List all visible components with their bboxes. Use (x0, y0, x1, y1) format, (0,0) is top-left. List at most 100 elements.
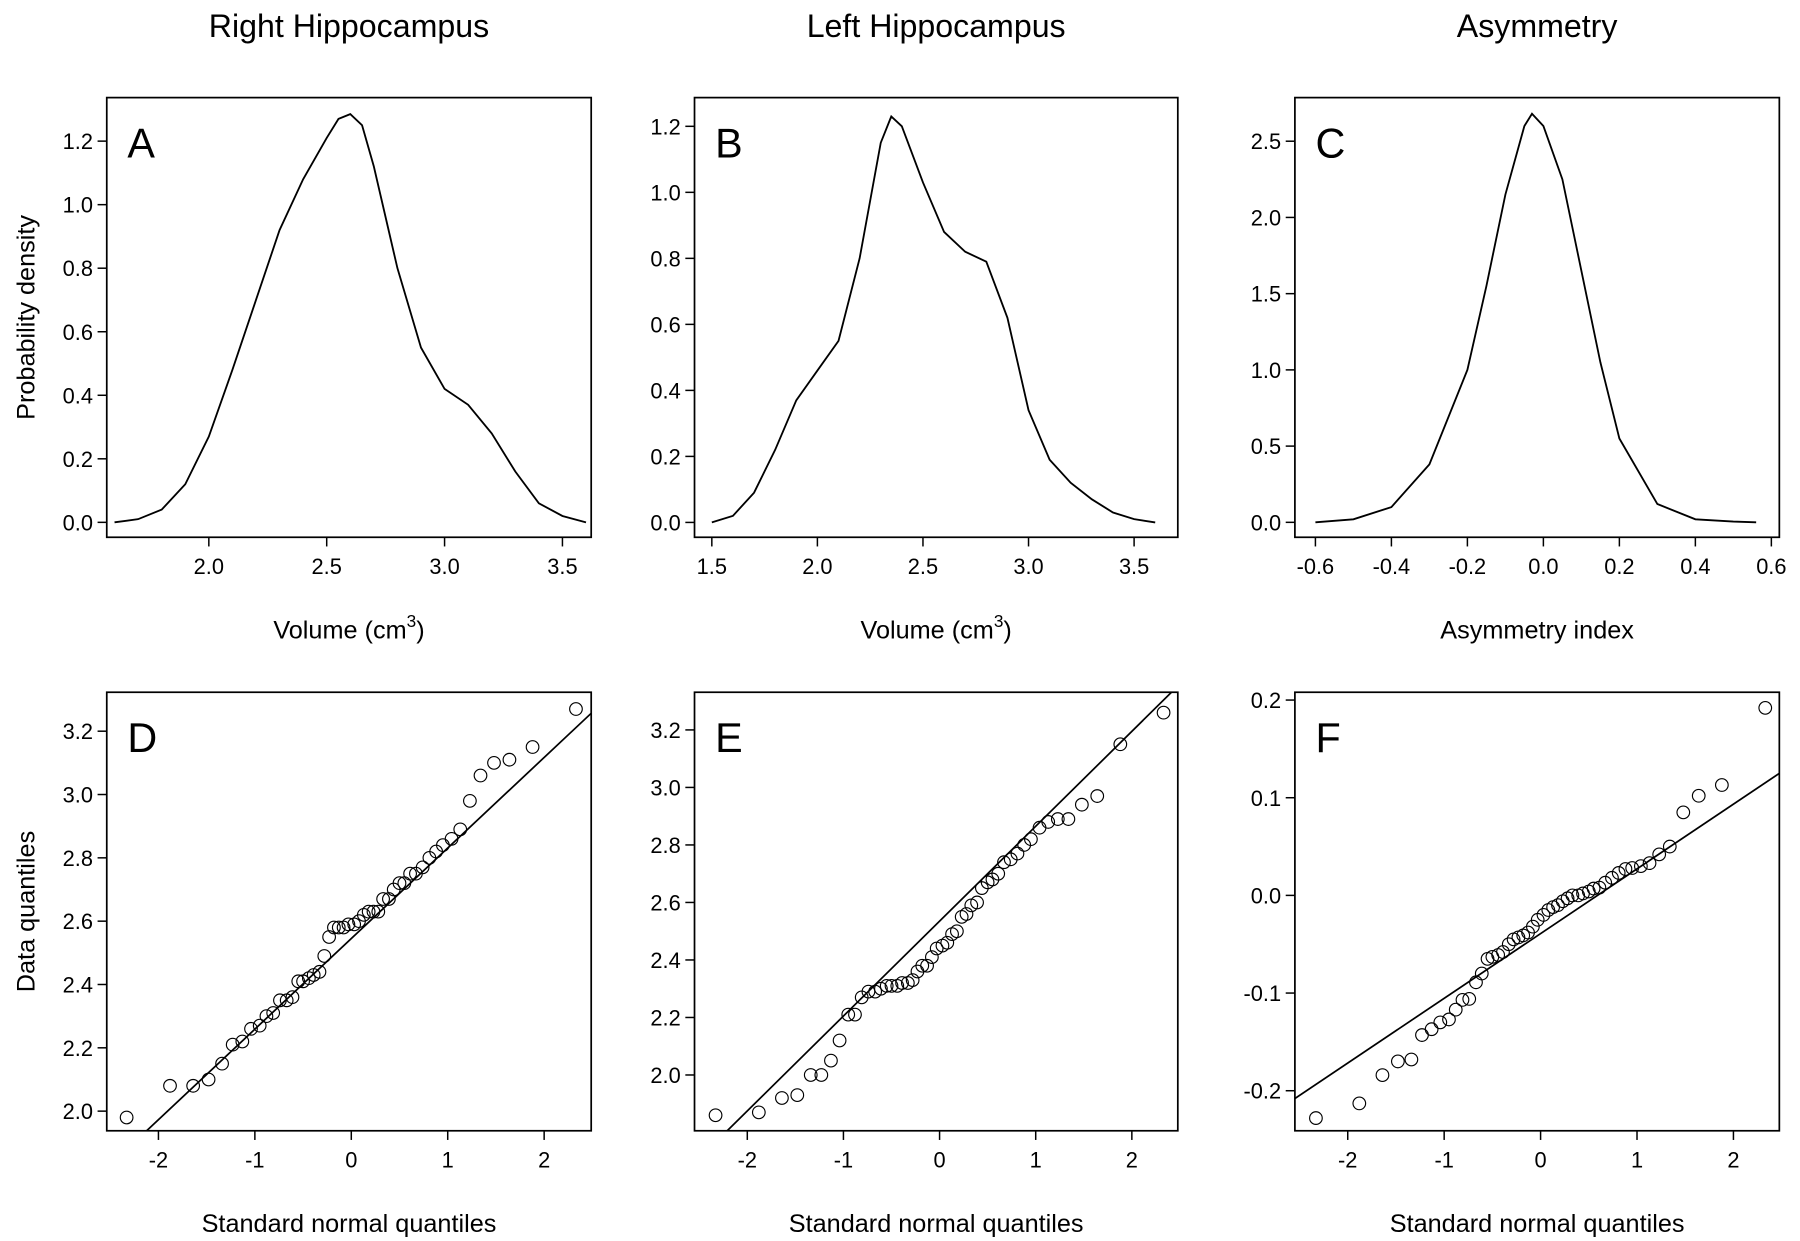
point (790, 1088, 805, 1102)
point (1448, 1002, 1463, 1017)
point (1113, 737, 1128, 752)
x-tick-label: -0.2 (1449, 554, 1487, 579)
y-tick-label: 2.5 (1251, 129, 1281, 154)
x-tick-label: 2.0 (194, 554, 224, 579)
point (1455, 993, 1470, 1007)
y-tick-label: 0.2 (63, 447, 93, 472)
point (775, 1091, 789, 1105)
point (266, 1006, 281, 1020)
density-curve (1315, 112, 1757, 524)
point (215, 1056, 229, 1071)
x-tick-label: 2.0 (802, 554, 832, 579)
x-axis-label-part: Volume (cm (861, 616, 994, 644)
point (1156, 705, 1171, 720)
point (463, 793, 477, 808)
y-tick-label: 2.8 (650, 833, 680, 858)
y-tick-label: 2.2 (650, 1006, 680, 1031)
x-tick-label: 0.6 (1756, 554, 1786, 579)
plot-frame (1294, 96, 1781, 539)
y-tick-label: 1.5 (1251, 282, 1281, 307)
x-tick-label: 2.5 (312, 554, 342, 579)
y-tick-label: 2.4 (650, 948, 680, 973)
y-tick-label: 1.0 (1251, 358, 1281, 383)
point (841, 1007, 856, 1022)
y-tick-label: 1.2 (650, 114, 680, 139)
point (1390, 1054, 1405, 1069)
y-tick-label: 2.2 (63, 1036, 93, 1061)
y-tick-label: 0.5 (1251, 434, 1281, 459)
point (235, 1034, 250, 1049)
x-axis-label-part: 3 (407, 611, 417, 631)
point (884, 978, 899, 993)
point (415, 860, 430, 875)
point (201, 1072, 216, 1087)
point (1605, 870, 1619, 885)
point (970, 895, 984, 910)
point (1501, 937, 1516, 952)
point (1676, 805, 1691, 820)
column-title: Asymmetry (1457, 8, 1618, 44)
point (1433, 1015, 1448, 1030)
plot-frame (105, 691, 593, 1132)
point (453, 822, 468, 837)
y-tick-label: 3.2 (63, 719, 93, 744)
x-tick-label: 0 (1535, 1148, 1547, 1173)
point (322, 930, 337, 944)
x-tick-label: 1.5 (697, 554, 727, 579)
x-tick-label: -1 (1434, 1148, 1453, 1173)
y-tick-label: 0.8 (63, 256, 93, 281)
point (376, 892, 391, 906)
point (1352, 1096, 1367, 1111)
x-axis-label: Volume (cm3) (861, 611, 1012, 644)
point (1691, 788, 1706, 803)
x-tick-label: 2 (1727, 1148, 1739, 1173)
x-tick-label: 1 (1030, 1148, 1042, 1173)
x-tick-label: 2 (538, 1148, 550, 1173)
point (1758, 700, 1773, 715)
y-tick-label: -0.2 (1244, 1079, 1282, 1104)
column-title: Left Hippocampus (807, 8, 1066, 44)
point (361, 904, 376, 919)
point (803, 1068, 818, 1082)
x-axis-label: Asymmetry index (1440, 616, 1634, 644)
x-tick-label: 0.0 (1528, 554, 1558, 579)
y-tick-label: 0.0 (1251, 883, 1281, 908)
panel: 2.0 2.5 3.0 3.5 0.0 0.2 0.4 0.6 0.8 1.0 1.2 Right H… (12, 8, 593, 644)
point (473, 768, 488, 783)
point (403, 866, 418, 881)
panel: 1.5 2.0 2.5 3.0 3.5 0.0 0.2 0.4 0.6 0.8 1.0 1.2 Left… (650, 8, 1179, 644)
y-tick-label: 3.2 (650, 718, 680, 743)
point (924, 950, 939, 964)
x-tick-label: -1 (834, 1148, 853, 1173)
point (1536, 908, 1551, 922)
y-tick-label: 2.6 (63, 909, 93, 934)
x-tick-label: -2 (1338, 1148, 1357, 1173)
plot-frame (1294, 691, 1781, 1132)
point (997, 855, 1011, 870)
point (1586, 881, 1601, 896)
y-tick-label: 2.4 (63, 973, 93, 998)
point (1642, 856, 1657, 871)
point (341, 917, 356, 932)
point (1462, 992, 1477, 1006)
point (814, 1068, 829, 1082)
point (1633, 859, 1648, 873)
x-tick-label: 2.5 (908, 554, 938, 579)
x-tick-label: 3.5 (1119, 554, 1149, 579)
y-tick-label: 0.4 (63, 383, 93, 408)
panel-label: C (1316, 120, 1346, 166)
point (949, 924, 964, 939)
x-tick-label: 0.4 (1680, 554, 1710, 579)
point (832, 1033, 847, 1048)
point (1050, 812, 1065, 826)
point (273, 993, 287, 1008)
point (327, 920, 341, 935)
point (371, 904, 386, 919)
point (569, 702, 583, 716)
panel: -2 -1 0 1 2 2.0 2.2 2.4 2.6 2.8 3.0 3.2 D Data quanti… (12, 691, 593, 1238)
point (1024, 832, 1038, 847)
column-title: Right Hippocampus (209, 8, 489, 44)
x-axis-label: Standard normal quantiles (789, 1210, 1084, 1238)
point (751, 1105, 766, 1120)
